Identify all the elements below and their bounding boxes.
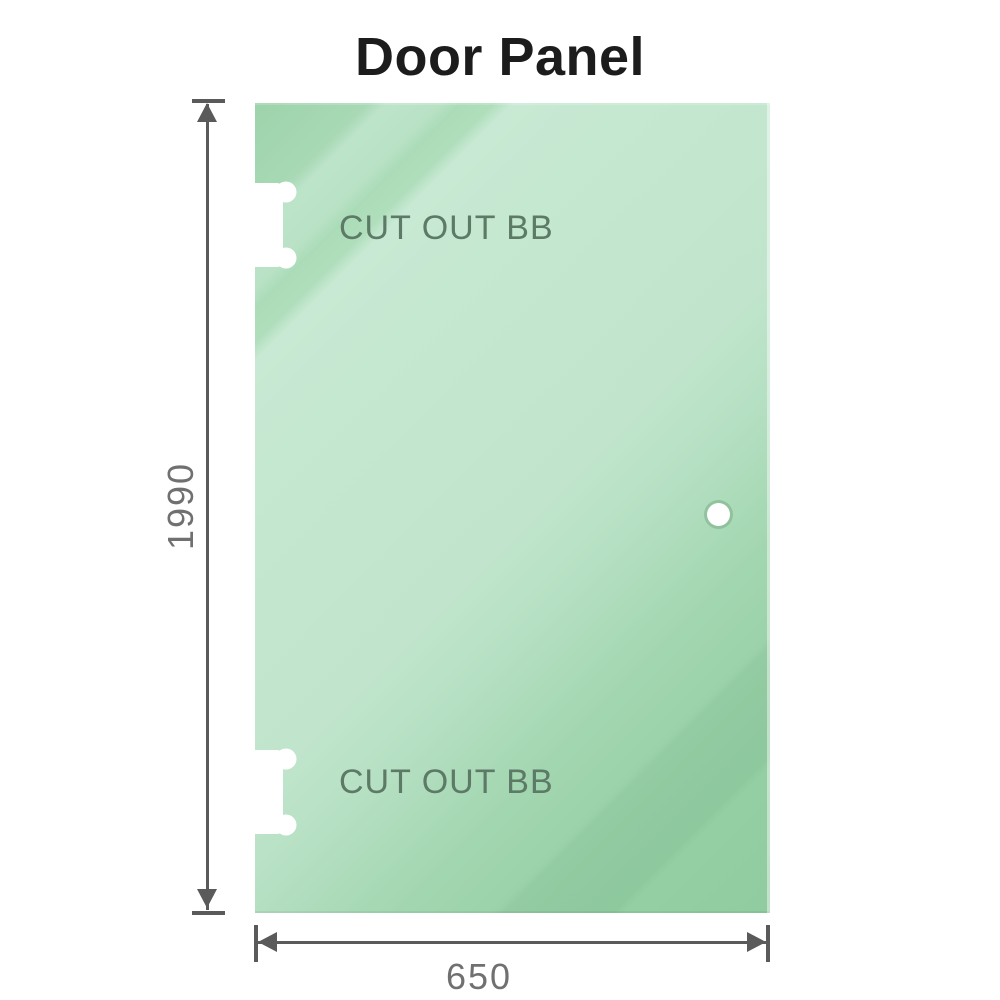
height-dimension-cap-top (192, 99, 225, 103)
hinge-cutout-top-icon (253, 181, 297, 269)
width-dimension-cap-left (254, 925, 258, 962)
arrow-left-icon (258, 932, 277, 952)
arrow-right-icon (747, 932, 766, 952)
height-dimension-label: 1990 (160, 461, 201, 551)
cutout-label-top: CUT OUT BB (339, 209, 554, 247)
width-dimension-label: 650 (445, 956, 513, 997)
height-dimension-cap-bottom (192, 911, 225, 915)
width-dimension-line (257, 941, 767, 944)
height-dimension-line (206, 104, 209, 910)
width-dimension-cap-right (766, 925, 770, 962)
arrow-up-icon (197, 103, 217, 122)
glass-panel: CUT OUT BB CUT OUT BB (253, 103, 770, 913)
cutout-label-bottom: CUT OUT BB (339, 763, 554, 801)
handle-hole-icon (707, 503, 730, 526)
hinge-cutout-bottom-icon (253, 748, 297, 836)
arrow-down-icon (197, 889, 217, 908)
page-title: Door Panel (354, 27, 646, 87)
